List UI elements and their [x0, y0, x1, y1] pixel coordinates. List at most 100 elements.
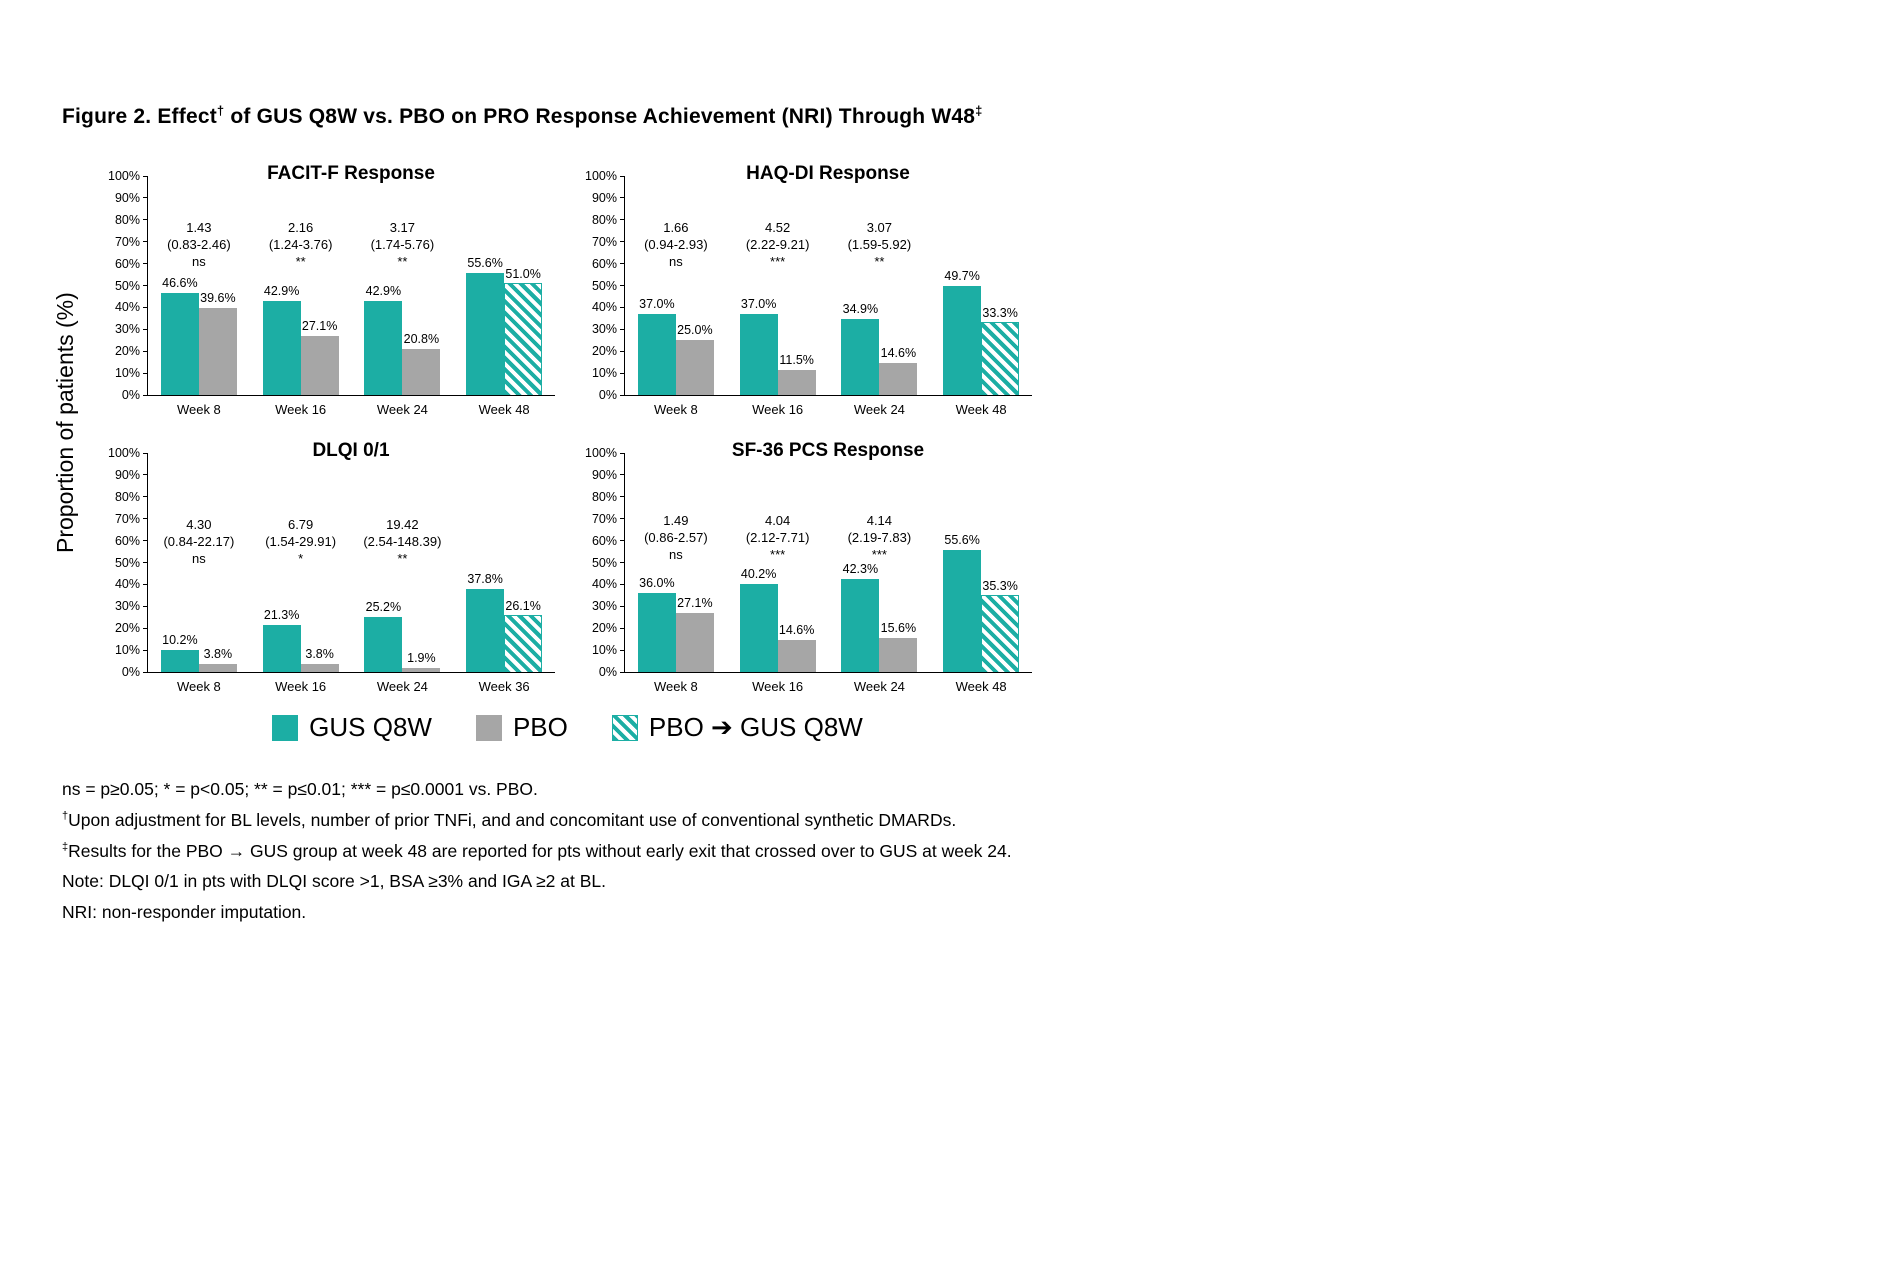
bar-gus: 34.9%: [841, 302, 880, 395]
figure-title: Figure 2. Effect† of GUS Q8W vs. PBO on …: [62, 103, 983, 129]
footnote-text: Results for the PBO → GUS group at week …: [68, 840, 1012, 861]
y-axis-tick-mark: [143, 285, 148, 286]
bar-value-label: 42.9%: [365, 284, 402, 299]
confidence-interval: (1.74-5.76): [370, 237, 435, 253]
y-axis-tick: 80%: [115, 490, 148, 504]
y-axis-tick: 60%: [115, 257, 148, 271]
y-axis-tick-mark: [143, 518, 148, 520]
y-axis-tick-mark: [620, 605, 625, 607]
bar-pbo: 15.6%: [879, 621, 918, 672]
y-axis-label: Proportion of patients (%): [52, 292, 78, 554]
bar-value-label: 25.2%: [365, 599, 402, 614]
y-axis-tick-mark: [620, 518, 625, 520]
footnote-significance-key: ns = p≥0.05; * = p<0.05; ** = p≤0.01; **…: [62, 772, 1012, 803]
y-axis-tick-label: 90%: [114, 467, 140, 482]
y-axis-tick: 20%: [592, 621, 625, 635]
bar-group: 55.6% 51.0% Week 48: [453, 176, 555, 417]
bar-value-label: 34.9%: [842, 301, 879, 316]
y-axis-tick-label: 50%: [114, 278, 140, 293]
y-axis-tick-mark: [143, 350, 148, 352]
y-axis-tick-label: 50%: [591, 278, 617, 293]
stat-annotation: 3.17 (1.74-5.76) **: [371, 219, 435, 270]
y-axis-tick: 100%: [585, 446, 625, 460]
bar-gus: 36.0%: [637, 576, 676, 672]
odds-ratio-value: 4.30: [186, 516, 212, 532]
y-axis-tick-mark: [620, 394, 625, 396]
bar-pbo: 3.8%: [198, 647, 237, 672]
y-axis-tick-label: 30%: [114, 599, 140, 614]
y-axis-tick-mark: [143, 306, 148, 308]
bar-value-label: 1.9%: [407, 650, 436, 665]
y-axis-tick: 50%: [592, 279, 625, 293]
bar-gus: 42.3%: [841, 562, 880, 672]
y-axis-tick-label: 10%: [591, 643, 617, 658]
y-axis-tick: 20%: [592, 344, 625, 358]
legend-label: PBO: [512, 712, 568, 742]
odds-ratio-value: 19.42: [386, 516, 419, 532]
y-axis-tick-label: 30%: [591, 599, 617, 614]
y-axis-tick-mark: [620, 263, 625, 265]
y-axis-tick-mark: [620, 197, 625, 199]
footnote-text: Note: DLQI 0/1 in pts with DLQI score >1…: [62, 871, 606, 892]
x-axis-category-label: Week 48: [478, 402, 530, 417]
y-axis-tick-mark: [620, 328, 625, 330]
significance-marker: ***: [770, 254, 786, 270]
y-axis-tick-mark: [620, 175, 625, 177]
y-axis-tick-label: 90%: [591, 467, 617, 482]
y-axis-tick-label: 40%: [591, 300, 617, 315]
odds-ratio-value: 3.17: [389, 220, 416, 236]
y-axis-tick-mark: [143, 263, 148, 265]
bar-value-label: 14.6%: [880, 346, 917, 361]
significance-marker: *: [298, 550, 304, 566]
y-axis-tick: 90%: [592, 191, 625, 205]
bar-value-label: 51.0%: [505, 267, 541, 282]
y-axis-tick: 10%: [592, 366, 625, 380]
bar-pbo: 3.8%: [300, 647, 339, 672]
y-axis-tick-mark: [620, 649, 625, 651]
confidence-interval: (1.24-3.76): [268, 237, 333, 253]
y-axis-tick-label: 80%: [114, 489, 140, 504]
y-axis-tick-label: 50%: [591, 555, 617, 570]
y-axis-tick-mark: [620, 452, 625, 454]
y-axis-tick-label: 40%: [114, 300, 140, 315]
stat-annotation: 1.43 (0.83-2.46) ns: [167, 219, 231, 270]
bar-value-label: 14.6%: [778, 623, 815, 638]
y-axis-tick: 20%: [115, 344, 148, 358]
bar-pbo: 27.1%: [300, 319, 339, 395]
odds-ratio-value: 6.79: [287, 516, 314, 532]
legend-item-pbo: PBO: [475, 712, 568, 743]
dagger-superscript: †: [216, 103, 225, 118]
bar-gus: 40.2%: [739, 567, 778, 672]
plot-area: 0% 10% 20% 30% 40% 50% 60% 70% 80% 90% 100% 1.49 (0.…: [585, 446, 1032, 694]
pbo-swatch-icon: [475, 714, 502, 741]
y-axis-tick-label: 100%: [585, 446, 617, 460]
odds-ratio-value: 4.04: [764, 512, 791, 528]
bar-value-label: 20.8%: [403, 332, 440, 347]
y-axis-tick-label: 0%: [598, 665, 617, 679]
bar-gus: 42.9%: [364, 284, 403, 395]
y-axis-tick-mark: [143, 540, 148, 542]
figure-title-text: Figure 2. Effect: [62, 105, 217, 128]
bar-group: 3.07 (1.59-5.92) ** 34.9% 14.6% Week 24: [829, 176, 931, 417]
x-axis-category-label: Week 48: [955, 402, 1007, 417]
bar-value-label: 36.0%: [639, 576, 675, 591]
figure-title-text: of GUS Q8W vs. PBO on PRO Response Achie…: [224, 105, 976, 128]
y-axis-tick-mark: [620, 372, 625, 374]
odds-ratio-value: 4.14: [866, 512, 893, 528]
bar-group: 1.66 (0.94-2.93) ns 37.0% 25.0% Week 8: [625, 176, 727, 417]
legend-item-crossover: PBO ➔ GUS Q8W: [611, 712, 863, 743]
odds-ratio-value: 2.16: [287, 220, 314, 236]
y-axis-tick-label: 0%: [598, 388, 617, 402]
x-axis-category-label: Week 8: [653, 402, 698, 417]
bar-gus: 55.6%: [466, 256, 505, 395]
y-axis-tick: 0%: [599, 388, 625, 402]
y-axis-tick: 0%: [122, 665, 148, 679]
confidence-interval: (0.84-22.17): [163, 533, 235, 549]
odds-ratio-value: 4.52: [764, 220, 791, 236]
y-axis-tick-label: 10%: [114, 643, 140, 658]
y-axis-tick-mark: [620, 627, 625, 629]
chart-sf36-pcs: SF-36 PCS Response 0% 10% 20% 30% 40% 50% 60% 7…: [572, 437, 1036, 709]
bar-group: 4.14 (2.19-7.83) *** 42.3% 15.6% Week 24: [829, 453, 931, 694]
confidence-interval: (0.86-2.57): [644, 529, 708, 545]
y-axis-tick: 100%: [108, 446, 148, 460]
